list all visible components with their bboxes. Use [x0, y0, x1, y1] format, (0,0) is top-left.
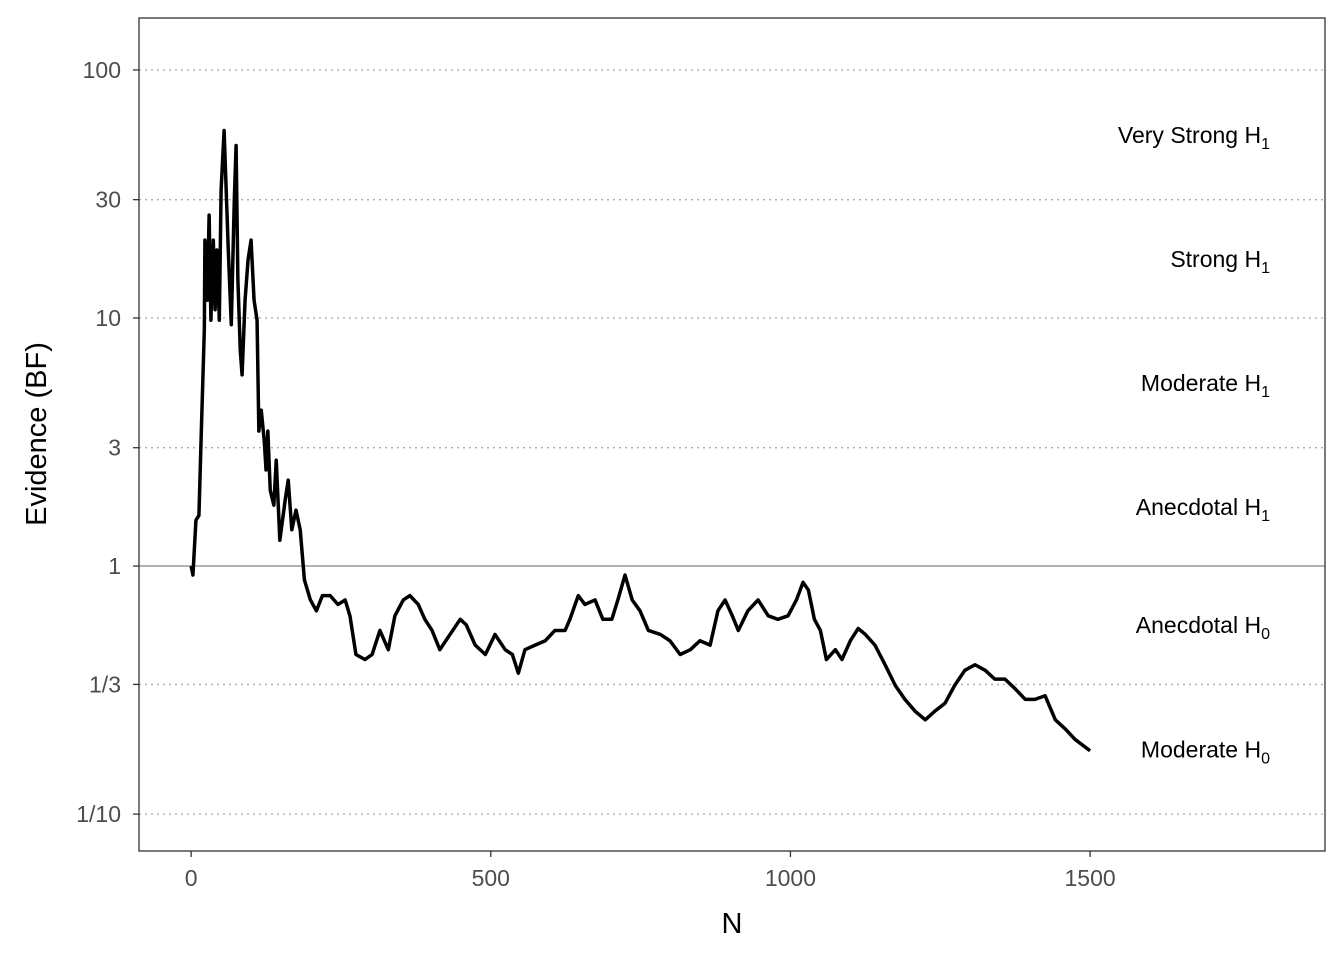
band-label: Anecdotal H1	[1136, 494, 1270, 525]
band-label: Moderate H0	[1141, 736, 1270, 767]
band-label-subscript: 1	[1261, 260, 1270, 277]
y-axis-title: Evidence (BF)	[21, 342, 53, 526]
y-tick-label: 1/3	[89, 671, 121, 697]
band-label-text: Moderate H	[1141, 736, 1261, 762]
y-tick-label: 10	[95, 305, 121, 331]
band-label-subscript: 1	[1261, 136, 1270, 153]
band-label: Very Strong H1	[1118, 122, 1270, 153]
y-tick-label: 1/10	[76, 801, 121, 827]
x-tick-label: 0	[185, 865, 198, 891]
band-label: Anecdotal H0	[1136, 612, 1270, 643]
y-tick-label: 3	[108, 435, 121, 461]
band-label-subscript: 1	[1261, 508, 1270, 525]
band-label-subscript: 0	[1261, 626, 1270, 643]
y-tick-label: 1	[108, 553, 121, 579]
plot-frame	[138, 17, 1326, 852]
band-label-text: Moderate H	[1141, 370, 1261, 396]
band-label-subscript: 0	[1261, 750, 1270, 767]
band-label-text: Anecdotal H	[1136, 494, 1261, 520]
band-label-text: Strong H	[1170, 246, 1261, 272]
y-tick-label: 100	[83, 57, 121, 83]
x-tick-label: 1000	[765, 865, 816, 891]
band-label-subscript: 1	[1261, 384, 1270, 401]
x-tick-label: 500	[472, 865, 510, 891]
x-tick-label: 1500	[1064, 865, 1115, 891]
x-axis-title: N	[722, 908, 743, 940]
band-label: Strong H1	[1170, 246, 1270, 277]
y-tick-label: 30	[95, 187, 121, 213]
data-line	[189, 128, 1092, 753]
band-label: Moderate H1	[1141, 370, 1270, 401]
band-label-text: Very Strong H	[1118, 122, 1261, 148]
band-label-text: Anecdotal H	[1136, 612, 1261, 638]
